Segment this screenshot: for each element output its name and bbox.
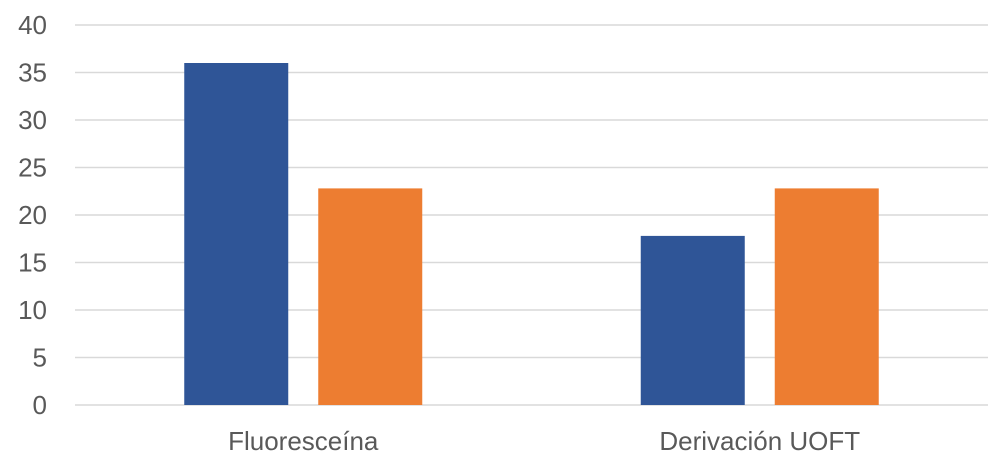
y-tick-label: 20	[18, 200, 47, 230]
y-tick-label: 10	[18, 295, 47, 325]
y-axis-ticks: 0 5 10 15 20 25 30 35 40	[18, 10, 47, 420]
x-category-label: Fluoresceína	[228, 426, 379, 456]
y-tick-label: 15	[18, 248, 47, 278]
y-tick-label: 25	[18, 153, 47, 183]
y-tick-label: 35	[18, 58, 47, 88]
x-axis-categories: Fluoresceína Derivación UOFT	[228, 426, 860, 456]
y-tick-label: 5	[33, 343, 47, 373]
y-tick-label: 40	[18, 10, 47, 40]
y-tick-label: 0	[33, 390, 47, 420]
bars	[184, 63, 879, 405]
bar-series1-category1	[184, 63, 289, 405]
y-tick-label: 30	[18, 105, 47, 135]
x-category-label: Derivación UOFT	[659, 426, 860, 456]
bar-series1-category2	[640, 235, 745, 405]
bar-series2-category1	[318, 188, 423, 405]
bar-series2-category2	[774, 188, 879, 405]
